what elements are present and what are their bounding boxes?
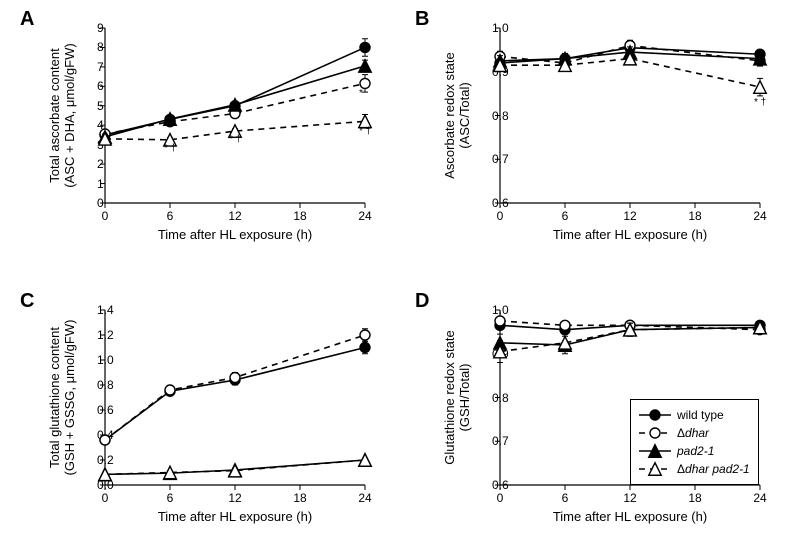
legend-label-delta_dhar: Δdhar: [677, 426, 709, 440]
marker-pad2_1: [359, 60, 372, 73]
annotation: *: [359, 88, 363, 99]
annotation: * †: [754, 97, 766, 108]
y-axis-title-C: Total glutathione content(GSH + GSSG, μm…: [47, 310, 77, 485]
x-tick-label: 18: [293, 209, 306, 223]
x-tick-label: 12: [228, 491, 241, 505]
y-axis-title-D: Glutathione redox state(GSH/Total): [442, 310, 472, 485]
y-title-line1: Total glutathione content: [47, 310, 62, 485]
x-tick-label: 12: [228, 209, 241, 223]
series-line-wild_type: [105, 348, 365, 441]
x-tick-label: 18: [688, 491, 701, 505]
legend-swatch-pad2_1: [639, 444, 671, 458]
y-title-line1: Glutathione redox state: [442, 310, 457, 485]
x-tick-label: 12: [623, 209, 636, 223]
x-tick-label: 6: [562, 209, 569, 223]
legend-row-delta_dhar_pad2_1: Δdhar pad2-1: [639, 460, 750, 478]
plot-area: [500, 28, 761, 204]
legend-row-wild_type: wild type: [639, 406, 750, 424]
panel-A: [105, 28, 365, 203]
legend-swatch-delta_dhar: [639, 426, 671, 440]
x-tick-label: 24: [753, 209, 766, 223]
y-title-line1: Ascorbate redox state: [442, 28, 457, 203]
x-tick-label: 24: [753, 491, 766, 505]
panel-label-B: B: [415, 8, 429, 31]
y-title-line1: Total ascorbate content: [47, 28, 62, 203]
annotation: * †: [359, 126, 371, 137]
x-axis-title-C: Time after HL exposure (h): [105, 509, 365, 524]
legend-label-delta_dhar_pad2_1: Δdhar pad2-1: [677, 462, 750, 476]
series-line-wild_type: [105, 47, 365, 135]
y-title-line2: (GSH + GSSG, μmol/gFW): [62, 310, 77, 485]
x-tick-label: 0: [497, 209, 504, 223]
panel-label-C: C: [20, 290, 34, 313]
marker-delta_dhar: [360, 78, 370, 88]
y-title-line2: (GSH/Total): [457, 310, 472, 485]
panel-label-A: A: [20, 8, 34, 31]
marker-delta_dhar: [165, 385, 175, 395]
x-tick-label: 6: [167, 209, 174, 223]
x-axis-title-B: Time after HL exposure (h): [500, 227, 760, 242]
marker-delta_dhar: [360, 330, 370, 340]
panel-C: [105, 310, 365, 485]
marker-delta_dhar_pad2_1: [754, 81, 767, 94]
y-title-line2: (ASC/Total): [457, 28, 472, 203]
x-axis-title-A: Time after HL exposure (h): [105, 227, 365, 242]
marker-delta_dhar: [230, 373, 240, 383]
x-axis-title-D: Time after HL exposure (h): [500, 509, 760, 524]
marker-wild_type: [360, 42, 370, 52]
legend-label-wild_type: wild type: [677, 408, 724, 422]
figure-root: 012345678906121824ATotal ascorbate conte…: [0, 0, 800, 556]
marker-delta_dhar: [495, 316, 505, 326]
x-tick-label: 0: [102, 209, 109, 223]
x-tick-label: 24: [358, 209, 371, 223]
panel-B: [500, 28, 760, 203]
annotation: * †: [229, 134, 241, 145]
y-axis-title-A: Total ascorbate content(ASC + DHA, μmol/…: [47, 28, 77, 203]
x-tick-label: 18: [293, 491, 306, 505]
annotation: * †: [164, 143, 176, 154]
x-tick-label: 0: [102, 491, 109, 505]
x-tick-label: 24: [358, 491, 371, 505]
plot-area: [105, 28, 366, 204]
x-tick-label: 6: [167, 491, 174, 505]
legend-label-pad2_1: pad2-1: [677, 444, 714, 458]
plot-area: [105, 310, 366, 486]
legend-row-delta_dhar: Δdhar: [639, 424, 750, 442]
x-tick-label: 0: [497, 491, 504, 505]
x-tick-label: 6: [562, 491, 569, 505]
marker-delta_dhar_pad2_1: [559, 337, 572, 350]
y-axis-title-B: Ascorbate redox state(ASC/Total): [442, 28, 472, 203]
legend-swatch-delta_dhar_pad2_1: [639, 462, 671, 476]
x-tick-label: 12: [623, 491, 636, 505]
legend-row-pad2_1: pad2-1: [639, 442, 750, 460]
x-tick-label: 18: [688, 209, 701, 223]
panel-label-D: D: [415, 290, 429, 313]
marker-delta_dhar: [100, 435, 110, 445]
series-line-delta_dhar: [105, 335, 365, 440]
y-title-line2: (ASC + DHA, μmol/gFW): [62, 28, 77, 203]
legend: wild type Δdhar pad2-1 Δdhar pad2-1: [630, 399, 759, 485]
marker-delta_dhar: [560, 320, 570, 330]
legend-swatch-wild_type: [639, 408, 671, 422]
marker-wild_type: [360, 343, 370, 353]
